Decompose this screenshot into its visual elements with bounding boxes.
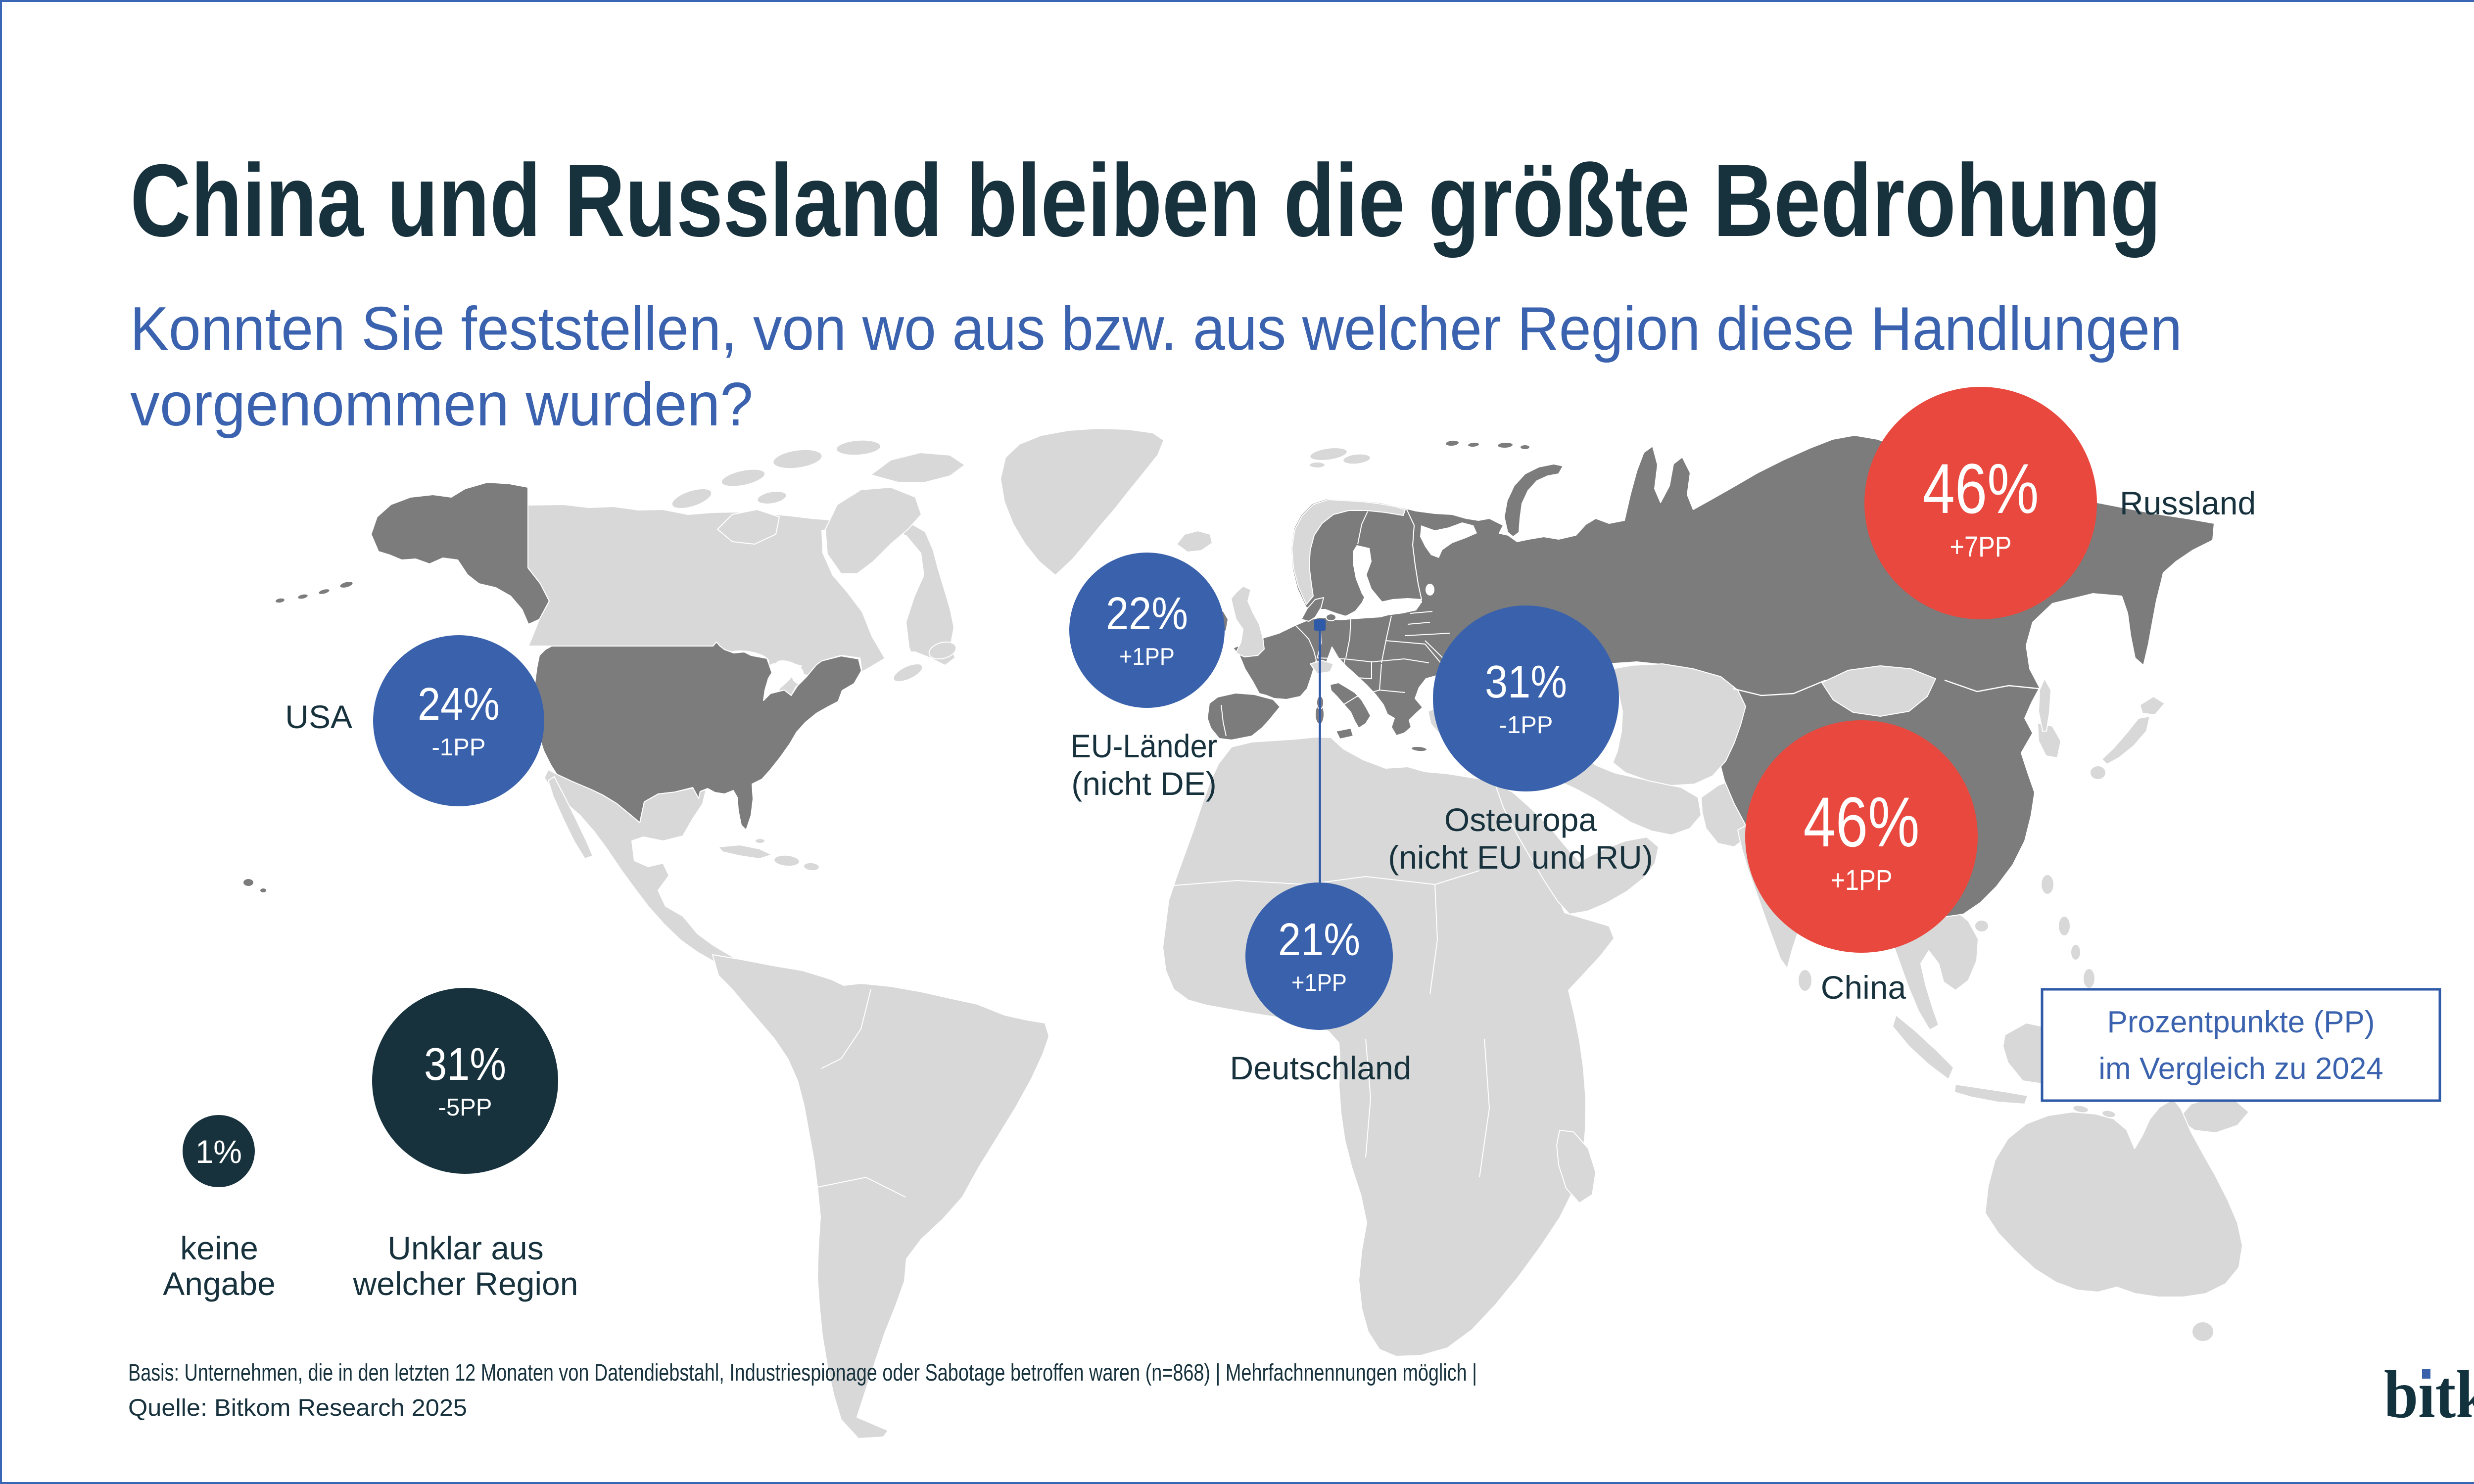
svg-text:welcher Region: welcher Region: [353, 1265, 578, 1302]
svg-text:Quelle: Bitkom Research 2025: Quelle: Bitkom Research 2025: [128, 1395, 467, 1421]
svg-text:24%: 24%: [418, 678, 500, 730]
svg-text:bıtkom: bıtkom: [2384, 1356, 2474, 1432]
svg-text:Prozentpunkte (PP): Prozentpunkte (PP): [2107, 1005, 2375, 1039]
svg-text:+1PP: +1PP: [1291, 970, 1347, 996]
svg-text:Russland: Russland: [2120, 485, 2256, 521]
svg-text:USA: USA: [285, 698, 352, 735]
svg-text:vorgenommen wurden?: vorgenommen wurden?: [130, 371, 753, 439]
svg-text:31%: 31%: [424, 1038, 506, 1090]
svg-text:1%: 1%: [195, 1133, 242, 1170]
svg-text:China: China: [1821, 969, 1906, 1006]
svg-text:+7PP: +7PP: [1950, 531, 2012, 563]
svg-text:+1PP: +1PP: [1831, 864, 1893, 896]
svg-text:46%: 46%: [1923, 450, 2039, 528]
svg-text:EU-Länder: EU-Länder: [1071, 728, 1217, 764]
svg-text:Konnten Sie feststellen, von w: Konnten Sie feststellen, von wo aus bzw.…: [130, 295, 2182, 363]
svg-text:-5PP: -5PP: [438, 1094, 492, 1121]
svg-text:Deutschland: Deutschland: [1230, 1050, 1412, 1086]
svg-text:Unklar aus: Unklar aus: [387, 1230, 543, 1266]
svg-text:Basis: Unternehmen, die in den: Basis: Unternehmen, die in den letzten 1…: [128, 1360, 1477, 1386]
svg-text:22%: 22%: [1106, 588, 1188, 639]
svg-text:+1PP: +1PP: [1119, 644, 1175, 670]
svg-text:im Vergleich zu 2024: im Vergleich zu 2024: [2098, 1052, 2383, 1086]
svg-text:31%: 31%: [1485, 656, 1567, 707]
svg-text:-1PP: -1PP: [1499, 712, 1553, 739]
svg-text:21%: 21%: [1278, 914, 1360, 965]
svg-text:Osteuropa: Osteuropa: [1444, 801, 1597, 838]
svg-text:46%: 46%: [1804, 783, 1920, 862]
svg-text:-1PP: -1PP: [432, 734, 486, 761]
svg-text:(nicht DE): (nicht DE): [1071, 765, 1216, 802]
svg-text:Angabe: Angabe: [163, 1265, 276, 1302]
svg-text:China und Russland bleiben die: China und Russland bleiben die größte Be…: [130, 143, 2161, 258]
svg-text:keine: keine: [180, 1230, 258, 1266]
svg-text:(nicht EU und RU): (nicht EU und RU): [1388, 839, 1653, 876]
